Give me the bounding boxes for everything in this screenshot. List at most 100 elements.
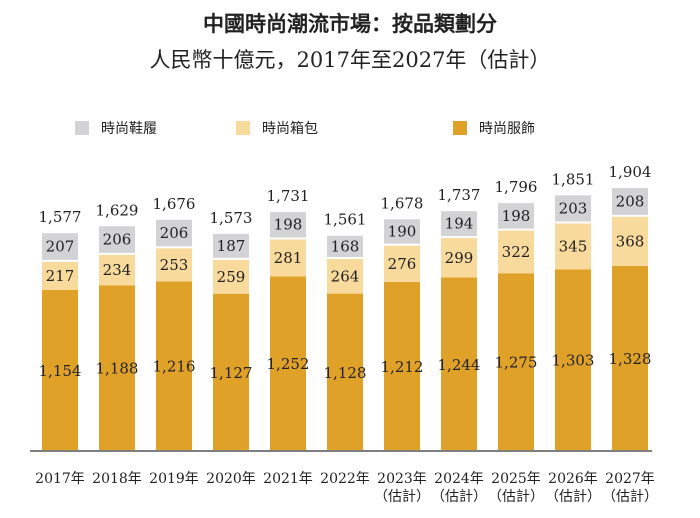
total-label: 1,573 [210,209,253,227]
total-label: 1,577 [39,208,82,226]
data-label: 198 [502,207,531,225]
bar-segment [156,219,192,247]
bar-segment [270,239,306,277]
data-label: 1,328 [609,350,652,368]
x-tick-label: 2027年 [605,471,655,487]
data-label: 345 [559,237,588,255]
data-label: 276 [388,255,417,273]
x-tick-label: 2022年 [320,471,370,487]
legend-item-apparel: 時尚服飾 [453,118,535,138]
bar-segment [555,195,591,222]
total-label: 1,676 [153,195,196,213]
bar-segment [441,238,477,278]
data-label: 281 [274,249,303,267]
data-label: 253 [160,256,189,274]
x-tick-label: 2024年 [434,471,484,487]
x-tick-label: 2017年 [35,471,85,487]
total-label: 1,796 [495,178,538,196]
legend-label-shoes: 時尚鞋履 [101,121,157,137]
legend-swatch-shoes [75,121,89,135]
bar-segment [555,269,591,450]
total-label: 1,678 [381,194,424,212]
x-tick-note: （估計） [488,489,544,505]
legend-item-bags: 時尚箱包 [236,118,318,138]
data-label: 234 [103,261,132,279]
bar-segment [42,289,78,450]
total-label: 1,561 [324,211,367,229]
data-label: 1,216 [153,358,196,376]
data-label: 208 [616,192,645,210]
data-label: 1,154 [39,362,82,380]
bar-segment [612,188,648,215]
data-label: 168 [331,237,360,255]
data-label: 299 [445,249,474,267]
x-tick-note: （估計） [374,489,430,505]
data-label: 1,303 [552,352,595,370]
x-tick-label: 2026年 [548,471,598,487]
data-label: 198 [274,216,303,234]
bar-segment [270,276,306,450]
data-label: 1,188 [96,360,139,378]
bar-segment [498,203,534,229]
chart-title: 中國時尚潮流市場：按品類劃分 [203,12,497,36]
bar-segment [99,285,135,450]
x-tick-note: （估計） [431,489,487,505]
data-label: 187 [217,237,246,255]
bar-segment [213,293,249,450]
bar-segment [42,261,78,290]
data-label: 1,127 [210,364,253,382]
legend-label-apparel: 時尚服飾 [479,121,535,137]
x-tick-label: 2023年 [377,471,427,487]
bar-segment [384,245,420,282]
legend-label-bags: 時尚箱包 [262,121,318,137]
data-label: 190 [388,223,417,241]
bar-segment [441,277,477,450]
total-label: 1,904 [609,163,652,181]
bar-segment [42,233,78,260]
total-label: 1,629 [96,201,139,219]
data-label: 1,275 [495,354,538,372]
bar-segment [327,258,363,294]
data-label: 259 [217,268,246,286]
bar-segment [327,293,363,450]
data-label: 322 [502,243,531,261]
chart-subtitle: 人民幣十億元，2017年至2027年（估計） [149,48,551,72]
data-label: 1,128 [324,364,367,382]
x-tick-note: （估計） [602,489,658,505]
x-tick-label: 2025年 [491,471,541,487]
bar-segment [384,281,420,450]
data-label: 203 [559,199,588,217]
total-label: 1,851 [552,170,595,188]
total-label: 1,731 [267,187,310,205]
data-label: 1,252 [267,355,310,373]
data-label: 1,244 [438,356,481,374]
bar-segment [327,235,363,257]
bar-segment [270,211,306,238]
bar-segment [213,233,249,258]
data-label: 194 [445,215,474,233]
legend-item-shoes: 時尚鞋履 [75,118,157,138]
bar-segment [213,259,249,294]
bar-segment [612,216,648,266]
legend-swatch-bags [236,121,250,135]
x-tick-label: 2021年 [263,471,313,487]
bar-segment [156,281,192,450]
bar-segment [441,211,477,237]
data-label: 206 [160,224,189,242]
bar-segment [156,248,192,282]
data-label: 264 [331,267,360,285]
data-label: 207 [46,238,75,256]
x-tick-label: 2020年 [206,471,256,487]
bar-segment [384,219,420,244]
bar-segment [498,273,534,450]
bar-segment [498,230,534,274]
data-label: 206 [103,231,132,249]
x-tick-label: 2019年 [149,471,199,487]
bar-segment [99,226,135,253]
data-label: 217 [46,267,75,285]
bar-segment [99,254,135,286]
legend-swatch-apparel [453,121,467,135]
data-label: 1,212 [381,358,424,376]
x-tick-label: 2018年 [92,471,142,487]
